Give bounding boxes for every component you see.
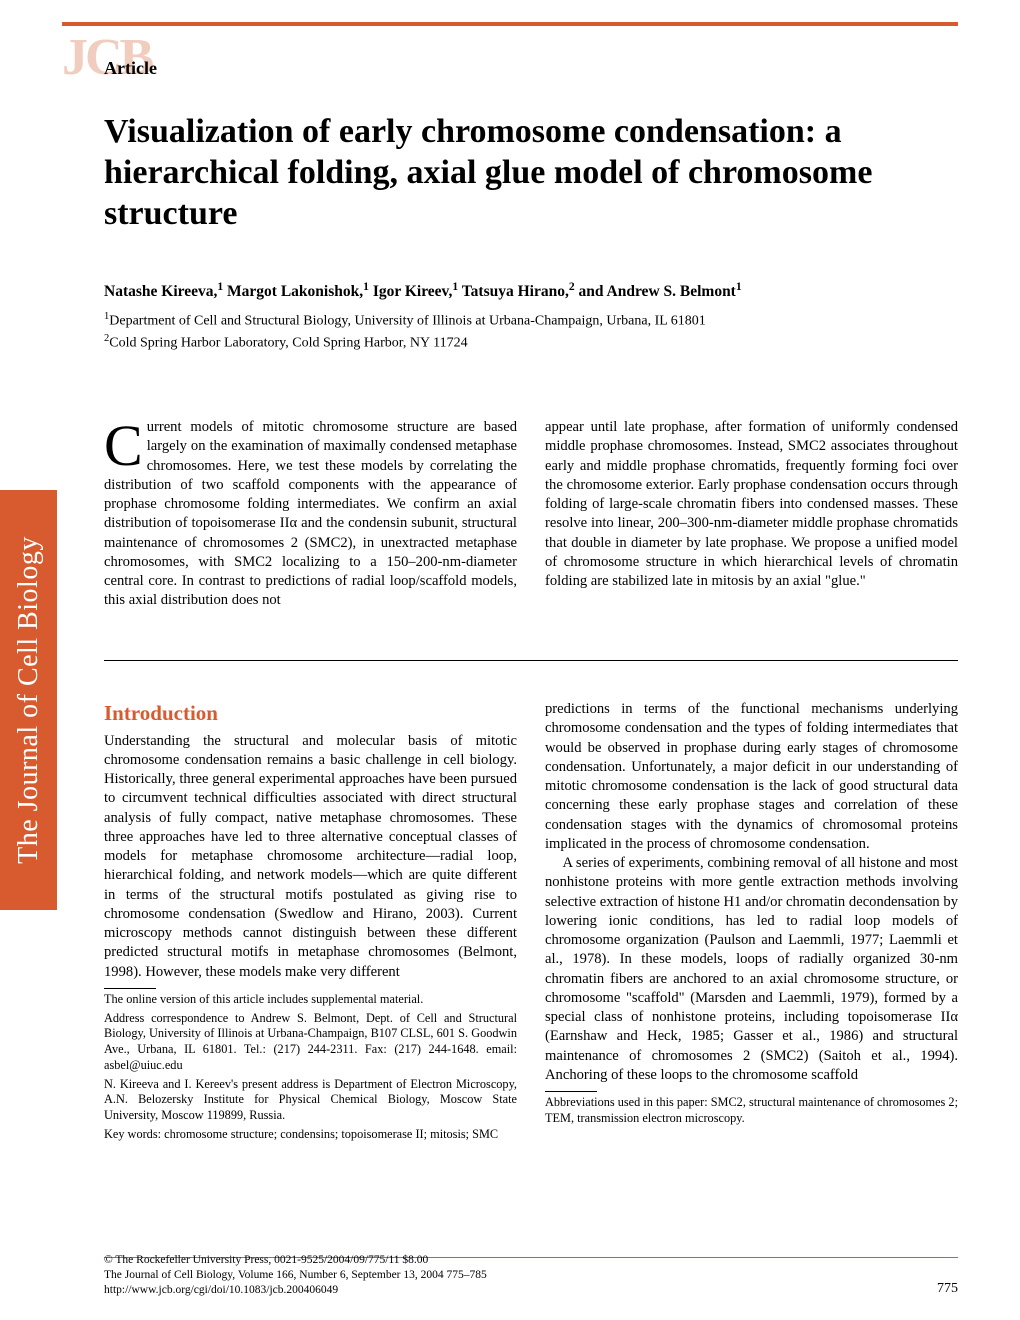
author-list: Natashe Kireeva,1 Margot Lakonishok,1 Ig… — [104, 280, 958, 301]
abstract: Current models of mitotic chromosome str… — [104, 418, 958, 611]
page-number: 775 — [937, 1280, 958, 1298]
intro-col-left: Introduction Understanding the structura… — [104, 700, 517, 1143]
footnote-correspondence: Address correspondence to Andrew S. Belm… — [104, 1011, 517, 1074]
intro-para-right-2: A series of experiments, combining remov… — [545, 854, 958, 1085]
footnote-rule — [104, 988, 156, 989]
footer-citation: © The Rockefeller University Press, 0021… — [104, 1253, 958, 1298]
intro-para-right-1: predictions in terms of the functional m… — [545, 700, 958, 854]
article-type-label: Article — [104, 58, 157, 79]
dropcap: C — [104, 418, 147, 472]
abstract-col-left: Current models of mitotic chromosome str… — [104, 418, 517, 611]
intro-para-left: Understanding the structural and molecul… — [104, 732, 517, 982]
abstract-text-right: appear until late prophase, after format… — [545, 418, 958, 591]
copyright-line: © The Rockefeller University Press, 0021… — [104, 1253, 487, 1268]
abstract-text-left: urrent models of mitotic chromosome stru… — [104, 419, 517, 608]
footnote-rule-right — [545, 1091, 597, 1092]
article-title: Visualization of early chromosome conden… — [104, 112, 958, 234]
affiliation-list: 1Department of Cell and Structural Biolo… — [104, 310, 958, 353]
intro-col-right: predictions in terms of the functional m… — [545, 700, 958, 1143]
journal-side-tab: The Journal of Cell Biology — [0, 490, 57, 910]
top-accent-rule — [62, 22, 958, 26]
journal-side-tab-text: The Journal of Cell Biology — [13, 536, 45, 864]
mid-rule — [104, 660, 958, 661]
section-heading-introduction: Introduction — [104, 700, 517, 728]
abstract-col-right: appear until late prophase, after format… — [545, 418, 958, 611]
footer-left: © The Rockefeller University Press, 0021… — [104, 1253, 487, 1298]
footnote-present-address: N. Kireeva and I. Kereev's present addre… — [104, 1077, 517, 1124]
footnote-keywords: Key words: chromosome structure; condens… — [104, 1127, 517, 1143]
doi-url: http://www.jcb.org/cgi/doi/10.1083/jcb.2… — [104, 1283, 487, 1298]
footnote-supplemental: The online version of this article inclu… — [104, 992, 517, 1008]
footnote-abbreviations: Abbreviations used in this paper: SMC2, … — [545, 1095, 958, 1126]
citation-line: The Journal of Cell Biology, Volume 166,… — [104, 1268, 487, 1283]
introduction-section: Introduction Understanding the structura… — [104, 700, 958, 1143]
